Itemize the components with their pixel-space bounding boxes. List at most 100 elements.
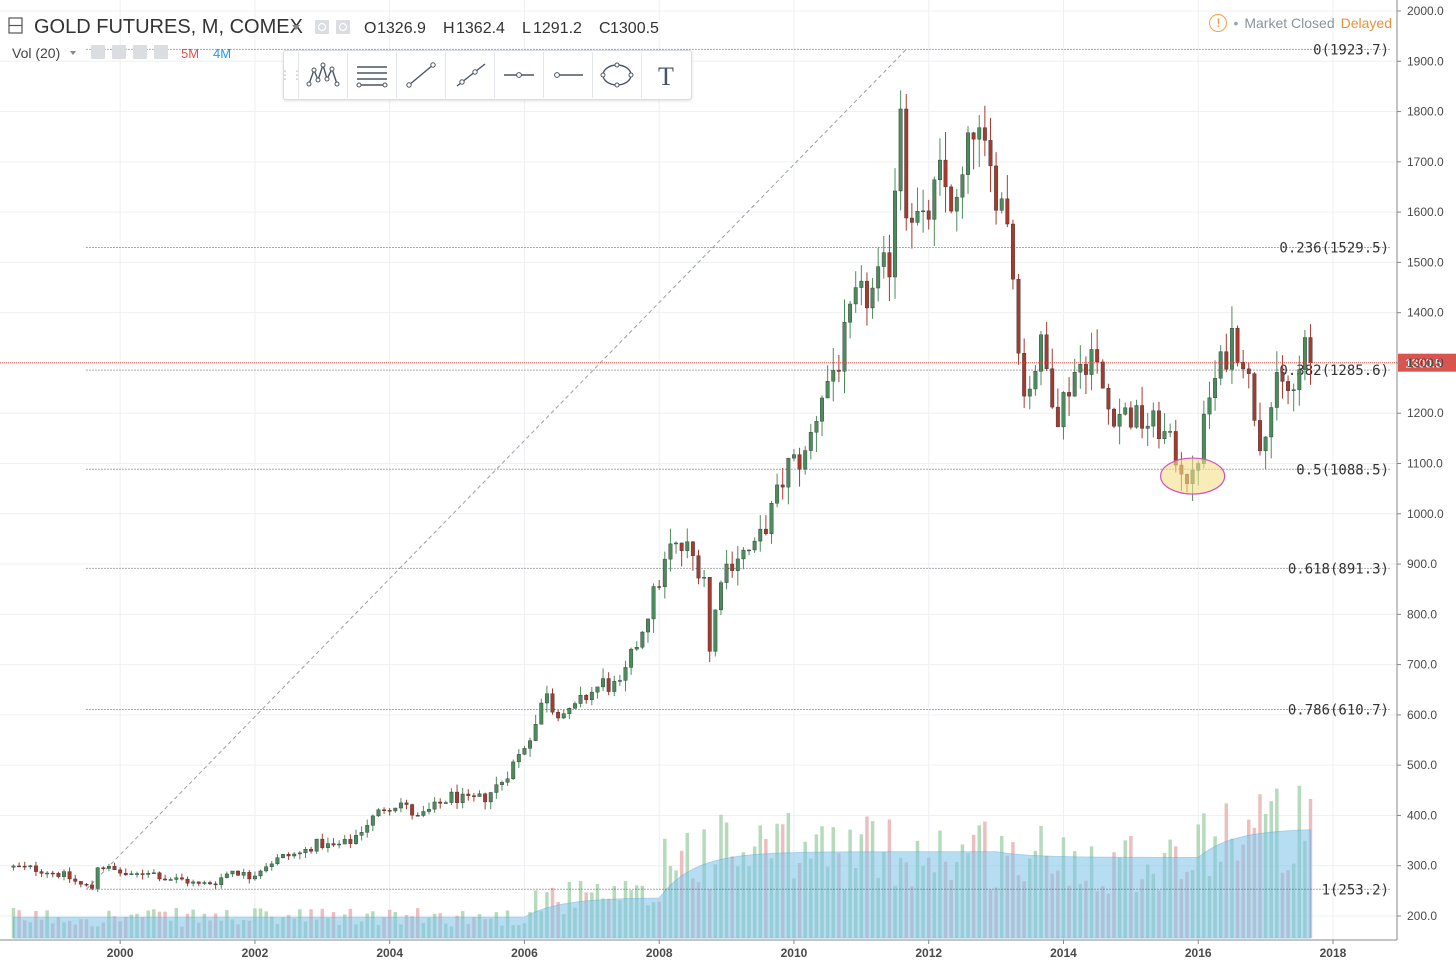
candle-body [1229,328,1234,370]
candle-body [640,631,645,648]
market-closed-label: Market Closed [1244,15,1335,31]
candle-body [28,865,33,868]
y-tick-label: 1200.0 [1407,406,1444,420]
candle-body [455,791,459,803]
candle-body [646,618,650,633]
pattern-tool-button[interactable] [298,52,347,98]
candle-body [763,528,768,534]
x-tick-label: 2008 [646,946,673,960]
candle-body [1218,351,1223,379]
candle-body [522,748,527,755]
candle-body [438,801,443,804]
ellipse-tool-button[interactable] [592,52,641,98]
text-tool-icon: T [658,62,674,90]
candle-body [612,681,617,692]
candle-body [1095,349,1100,363]
candle-body [601,678,605,688]
y-tick-label: 300.0 [1407,859,1437,873]
last-price-line: 1300.5 [0,353,1456,372]
candle-body [999,198,1004,211]
candle-body [483,793,488,803]
candle-body [561,713,566,719]
candle-body [887,252,892,278]
candle-body [1252,373,1257,421]
candle-body [342,839,347,845]
candle-body [202,882,207,884]
candle-body [1263,436,1268,452]
candle-body [803,450,808,470]
candle-body [1201,413,1206,464]
candle-body [629,648,634,668]
candle-body [258,870,263,877]
candle-body [320,838,325,848]
candle-body [11,865,16,868]
candle-body [398,802,403,809]
fib-level-label: 0.786(610.7) [1288,703,1389,719]
candle-body [792,454,796,459]
candle-body [1302,337,1307,370]
horizontal-ray-tool-button[interactable] [543,52,592,98]
horizontal-line-tool-button[interactable] [494,52,543,98]
candle-body [876,266,881,289]
chart-header: GOLD FUTURES, M, COMEX O 1326.9 H 1362.4 L 129… [8,16,659,61]
volume-moving-average [12,829,1312,939]
candle-body [719,582,723,611]
candle-body [241,872,246,876]
volume-bar [663,838,667,938]
x-tick-label: 2010 [781,946,808,960]
candle-body [95,867,100,889]
ray-tool-button[interactable] [445,52,494,98]
candle-body [163,878,168,881]
y-tick-label: 2000.0 [1407,4,1444,18]
candle-body [1022,353,1027,397]
candle-body [230,870,235,875]
trend-line-tool-button[interactable] [396,52,445,98]
candle-body [842,322,847,372]
candle-body [713,609,718,652]
text-tool-button[interactable]: T [641,52,690,98]
candle-body [157,872,162,880]
candle-body [982,127,987,141]
candle-body [500,782,504,785]
candle-body [1297,369,1302,390]
candle-body [1083,364,1088,375]
y-tick-label: 800.0 [1407,607,1437,621]
toolbar-grip-handle[interactable]: ⋮⋮ [279,68,303,82]
candle-body [252,875,257,880]
candle-body [831,370,836,382]
candle-body [1055,406,1060,428]
candle-body [303,849,308,854]
y-tick-label: 1500.0 [1407,255,1444,269]
x-tick-label: 2004 [376,946,403,960]
y-tick-label: 1000.0 [1407,507,1444,521]
candle-body [634,647,639,650]
delayed-label: Delayed [1340,15,1392,31]
candle-body [466,793,471,796]
parallel-lines-tool-button[interactable] [347,52,396,98]
fibonacci-retracement[interactable]: 0(1923.7) 0.236(1529.5) 0.382(1285.6) 0.5(1… [86,42,1391,898]
candle-body [775,484,780,504]
candle-body [174,877,179,880]
candle-body [1033,371,1038,390]
warning-icon[interactable]: ! [1209,14,1228,32]
ohlc-key: C [599,20,611,37]
candle-body [702,577,707,579]
candle-body [477,793,482,797]
candle-body [595,686,600,693]
candle-body [752,540,757,551]
settings-icon [336,20,350,34]
candle-body [39,871,44,874]
candle-body [449,791,454,803]
ellipse-icon [600,62,634,88]
candle-body [786,457,791,488]
candle-body [427,808,431,812]
x-tick-label: 2012 [915,946,942,960]
candlesticks [11,90,1313,892]
candle-body [735,558,740,571]
candle-body [123,872,128,876]
candle-body [544,693,549,704]
highlight-ellipse[interactable] [1160,457,1226,495]
candle-body [780,484,785,488]
candle-body [584,695,589,700]
